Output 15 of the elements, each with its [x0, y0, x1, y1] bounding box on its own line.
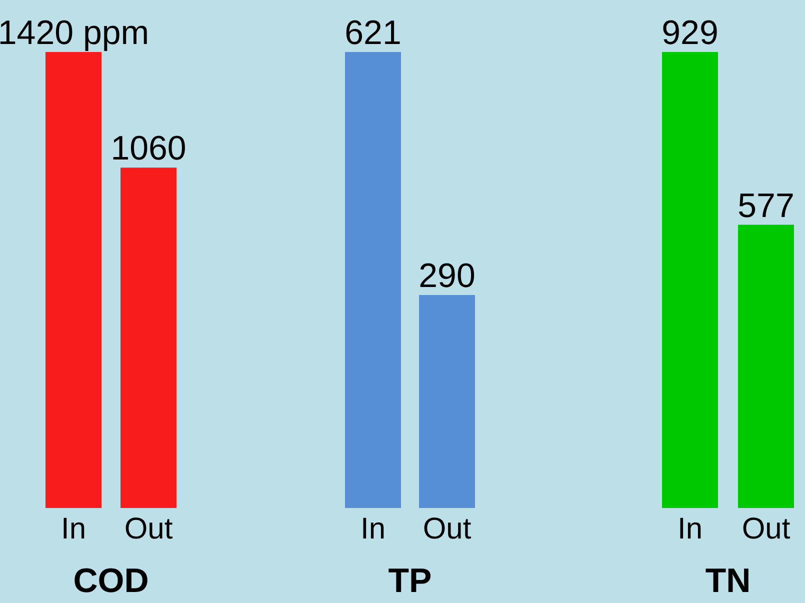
- x-axis-title: TN: [705, 562, 751, 600]
- x-tick-label: In: [677, 512, 703, 546]
- data-label: 577: [738, 186, 794, 225]
- data-label: 290: [418, 257, 476, 296]
- x-tick-label: In: [360, 512, 386, 546]
- data-label: 1060: [110, 130, 186, 168]
- data-label: 1420 ppm: [0, 14, 150, 52]
- x-axis-title: TP: [388, 562, 432, 600]
- x-tick-label: Out: [124, 512, 174, 546]
- data-label: 929: [662, 14, 718, 52]
- x-tick-label: Out: [742, 512, 791, 546]
- data-label: 621: [344, 14, 402, 52]
- x-tick-label: In: [60, 512, 86, 546]
- x-axis-title: COD: [73, 562, 149, 600]
- x-tick-label: Out: [422, 512, 472, 546]
